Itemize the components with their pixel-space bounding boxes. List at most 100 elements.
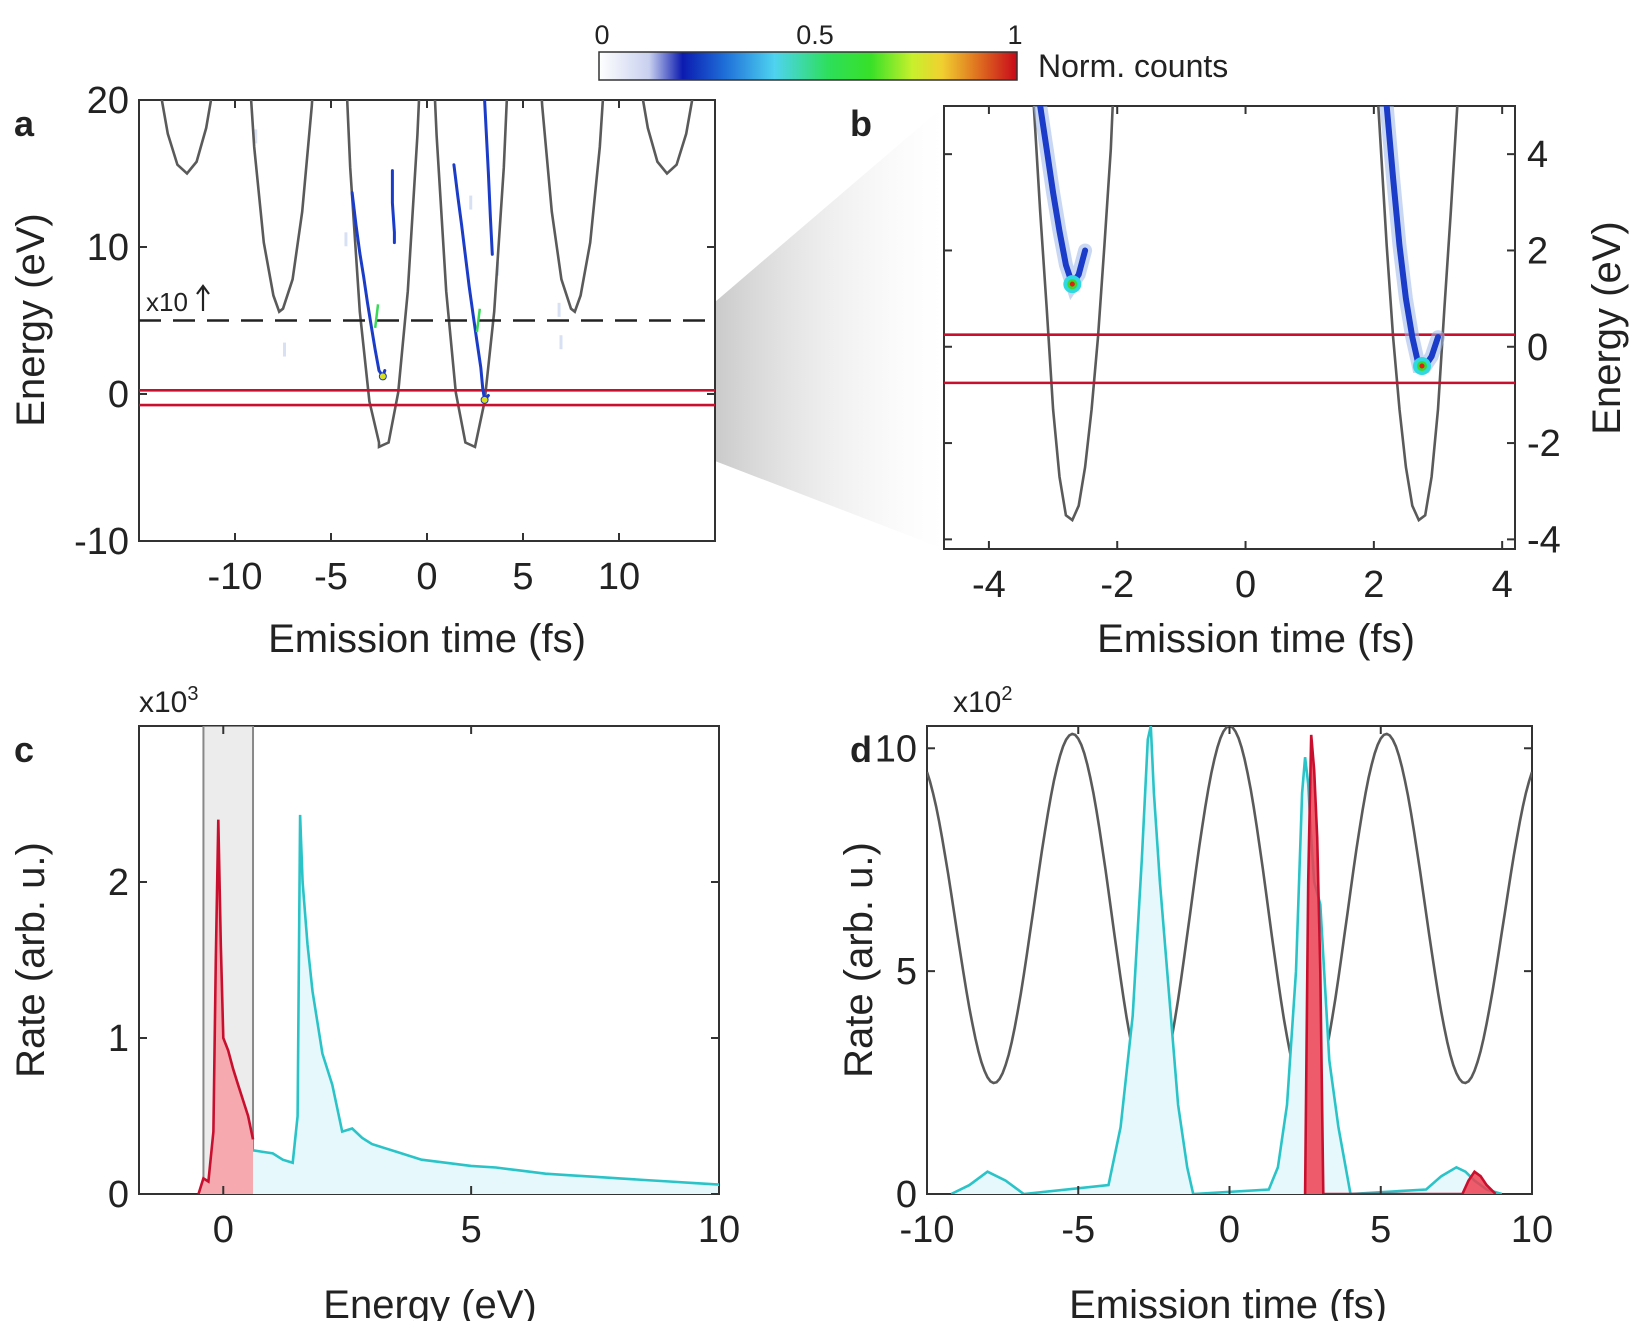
colorbar-tick-1: 1 — [1007, 20, 1022, 50]
noise-speck — [283, 342, 286, 357]
noise-speck — [469, 195, 473, 210]
panel-d-ylabel: Rate (arb. u.) — [837, 842, 881, 1078]
panel-a-ytick-label: 20 — [87, 80, 129, 122]
trace-peak-core — [1069, 281, 1075, 287]
colorbar-gradient — [598, 51, 1018, 81]
panel-d-ytick-label: 5 — [896, 951, 917, 993]
panel-b-xtick-label: -4 — [972, 564, 1006, 606]
panel-a-xtick-label: -5 — [314, 556, 348, 598]
panel-d: -10 -5 0 5 10 0 5 10 x102 Emission time (fs) Ra… — [837, 683, 1553, 1321]
red-spectrum-line — [197, 819, 255, 1194]
panel-b-ytick-label: 4 — [1527, 134, 1548, 176]
panel-a-xlabel: Emission time (fs) — [268, 617, 586, 661]
panel-d-marks — [927, 726, 1532, 1194]
colorbar-tick-0: 0 — [594, 20, 609, 50]
panel-a-ylabel: Energy (eV) — [9, 213, 53, 426]
panel-d-frame — [926, 725, 1533, 1195]
electron-trace — [390, 169, 396, 245]
up-arrow-icon — [196, 284, 210, 311]
cyan-spectrum-area — [253, 814, 719, 1194]
colorbar-label: Norm. counts — [1038, 48, 1228, 84]
trace-highlight — [475, 308, 482, 333]
panel-c-xlabel: Energy (eV) — [323, 1283, 536, 1321]
electron-trace — [452, 163, 490, 404]
panel-d-xtick-label: 5 — [1370, 1209, 1391, 1251]
panel-d-xtick-label: -5 — [1061, 1209, 1095, 1251]
panel-c-xtick-label: 10 — [698, 1209, 740, 1251]
zoom-connector — [715, 106, 944, 549]
cyan-rate-line — [950, 726, 1503, 1194]
panel-d-xtick-label: 0 — [1219, 1209, 1240, 1251]
panel-c-ytick-label: 1 — [108, 1018, 129, 1060]
colorbar-tick-mid: 0.5 — [796, 20, 834, 50]
panel-b-ytick-label: 2 — [1527, 230, 1548, 272]
panel-a: -10 -5 0 5 10 -10 0 10 20 Emission time (fs) Ene… — [9, 80, 716, 661]
colorbar: 0 0.5 1 Norm. counts — [594, 20, 1228, 84]
electron-trace — [1383, 106, 1441, 369]
panel-c-ylabel: Rate (arb. u.) — [9, 842, 53, 1078]
panel-a-xtick-label: -10 — [208, 556, 263, 598]
panel-c-marks — [197, 726, 719, 1194]
panel-b-marks — [944, 106, 1515, 523]
panel-b-xtick-label: -2 — [1100, 564, 1134, 606]
panel-a-axes: -10 -5 0 5 10 -10 0 10 20 — [74, 80, 715, 598]
red-spectrum-area — [198, 819, 253, 1194]
panel-c: 0 5 10 0 1 2 x103 Energy (eV) Rate (arb. u.) — [9, 683, 740, 1321]
trace-peak — [378, 372, 387, 381]
red-rate-line — [1303, 734, 1497, 1194]
cutoff-curve-left — [1032, 106, 1114, 523]
panel-a-ytick-label: -10 — [74, 521, 129, 563]
electron-trace — [483, 100, 494, 256]
panel-a-xtick-label: 0 — [416, 556, 437, 598]
panel-label-d: d — [850, 729, 872, 770]
noise-speck — [344, 232, 348, 247]
panel-b-xlabel: Emission time (fs) — [1097, 617, 1415, 661]
panel-b-xtick-label: 2 — [1363, 564, 1384, 606]
panel-b-ylabel: Energy (eV) — [1585, 221, 1629, 434]
panel-label-a: a — [14, 103, 35, 144]
panel-d-xlabel: Emission time (fs) — [1069, 1283, 1387, 1321]
panel-label-c: c — [14, 729, 34, 770]
panel-d-xtick-label: -10 — [900, 1209, 955, 1251]
panel-c-exponent: x103 — [139, 683, 199, 719]
panel-c-axes: 0 5 10 0 1 2 — [108, 726, 740, 1251]
panel-b-axes: -4 -2 0 2 4 -4 -2 0 2 4 — [944, 106, 1561, 606]
noise-speck — [557, 302, 561, 317]
trace-highlight — [373, 304, 380, 329]
trace-peak — [480, 395, 489, 404]
panel-d-xtick-label: 10 — [1511, 1209, 1553, 1251]
panel-c-xtick-label: 0 — [213, 1209, 234, 1251]
panel-b-ytick-label: 0 — [1527, 327, 1548, 369]
panel-d-exponent-base: x10 — [953, 686, 1001, 719]
panel-b-xtick-label: 4 — [1492, 564, 1513, 606]
panel-d-exponent-power: 2 — [1001, 683, 1012, 705]
panel-a-xtick-label: 5 — [512, 556, 533, 598]
panel-c-xtick-label: 5 — [461, 1209, 482, 1251]
cutoff-curve-right — [1377, 106, 1459, 523]
panel-a-marks — [139, 100, 715, 449]
panel-c-ytick-label: 2 — [108, 862, 129, 904]
electron-trace — [1037, 106, 1089, 292]
noise-speck — [559, 335, 563, 350]
panel-d-ytick-label: 0 — [896, 1174, 917, 1216]
panel-c-exponent-base: x10 — [139, 686, 187, 719]
panel-d-axes: -10 -5 0 5 10 0 5 10 — [875, 726, 1553, 1251]
panel-a-annotation: x10 — [146, 287, 188, 317]
cyan-spectrum-line — [252, 814, 719, 1186]
panel-b-ytick-label: -2 — [1527, 423, 1561, 465]
panel-d-ytick-label: 10 — [875, 728, 917, 770]
panel-c-ytick-label: 0 — [108, 1174, 129, 1216]
panel-a-xtick-label: 10 — [598, 556, 640, 598]
trace-peak-core — [1419, 363, 1425, 369]
panel-d-exponent: x102 — [953, 683, 1013, 719]
panel-b-xtick-label: 0 — [1235, 564, 1256, 606]
panel-b: -4 -2 0 2 4 -4 -2 0 2 4 Emission time (fs) Energy… — [943, 105, 1629, 661]
panel-c-exponent-power: 3 — [187, 683, 198, 705]
field-curve — [927, 726, 1532, 1100]
panel-label-b: b — [850, 103, 872, 144]
noise-speck — [254, 129, 258, 144]
panel-a-ytick-label: 0 — [108, 374, 129, 416]
panel-a-ytick-label: 10 — [87, 227, 129, 269]
panel-b-ytick-label: -4 — [1527, 519, 1561, 561]
